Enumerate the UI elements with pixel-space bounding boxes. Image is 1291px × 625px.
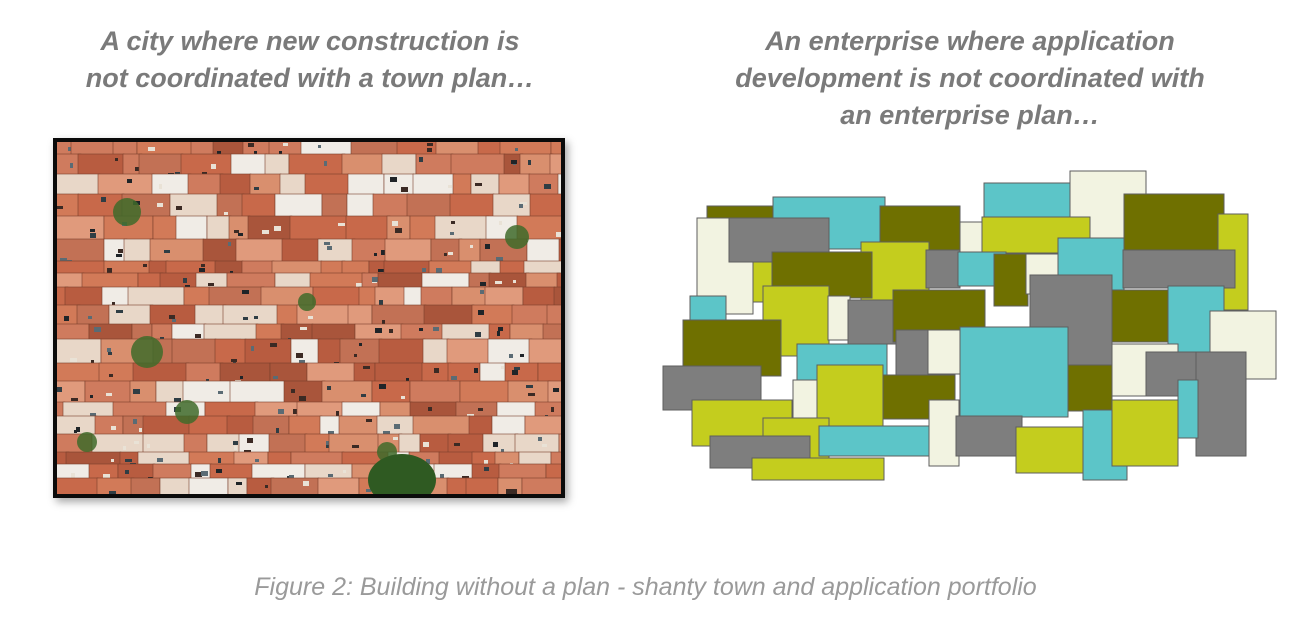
city-heading-line-2: not coordinated with a town plan…	[85, 63, 535, 93]
application-block	[928, 399, 960, 467]
application-block	[1122, 249, 1236, 289]
application-block	[1177, 379, 1199, 439]
application-block	[847, 299, 897, 345]
application-block	[689, 295, 727, 321]
application-block	[1015, 426, 1093, 474]
application-block	[751, 457, 885, 481]
application-block	[895, 329, 929, 377]
application-block	[925, 249, 961, 289]
application-block	[1111, 289, 1169, 343]
city-heading-line-1: A city where new construction is	[100, 26, 520, 56]
enterprise-heading-line-2: development is not coordinated with	[735, 63, 1205, 93]
application-block	[1067, 364, 1113, 412]
application-block	[1195, 351, 1247, 457]
enterprise-heading: An enterprise where application developm…	[670, 23, 1270, 134]
shanty-town-photo	[53, 138, 565, 498]
application-block	[955, 415, 1023, 457]
enterprise-heading-line-1: An enterprise where application	[765, 26, 1175, 56]
application-block	[1123, 193, 1225, 255]
application-block	[959, 326, 1069, 418]
application-block	[927, 329, 961, 375]
application-block	[818, 425, 930, 457]
application-block	[993, 253, 1029, 307]
shanty-town-illustration	[57, 142, 561, 494]
city-heading: A city where new construction is not coo…	[20, 23, 600, 97]
figure-caption: Figure 2: Building without a plan - shan…	[254, 573, 1037, 601]
application-block	[827, 295, 851, 341]
enterprise-heading-line-3: an enterprise plan…	[840, 100, 1100, 130]
application-block	[1111, 399, 1179, 467]
